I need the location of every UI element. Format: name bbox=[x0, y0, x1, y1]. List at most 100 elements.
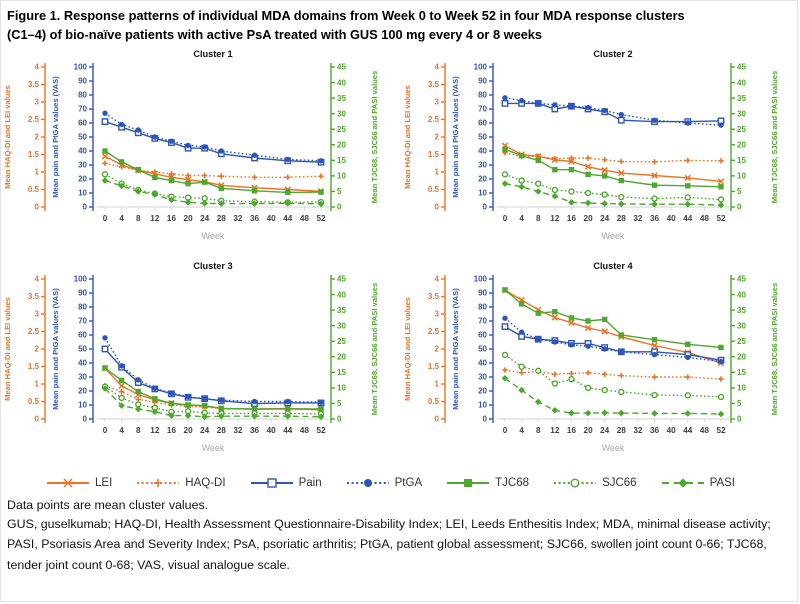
svg-text:40: 40 bbox=[267, 214, 277, 223]
series-pasi bbox=[501, 180, 725, 209]
svg-text:3.5: 3.5 bbox=[28, 293, 40, 302]
svg-text:60: 60 bbox=[78, 331, 87, 340]
svg-text:25: 25 bbox=[337, 125, 346, 134]
svg-text:2: 2 bbox=[35, 133, 40, 142]
series-pasi bbox=[501, 375, 725, 418]
svg-text:Mean pain and PtGA values (VAS: Mean pain and PtGA values (VAS) bbox=[51, 288, 60, 410]
svg-text:90: 90 bbox=[78, 289, 87, 298]
svg-text:30: 30 bbox=[78, 161, 87, 170]
orange-axis: 0 0.5 1 1.5 2 2.5 3 3.5 4 Mean HAQ-DI and LEI val… bbox=[403, 63, 446, 212]
svg-text:1.5: 1.5 bbox=[428, 363, 440, 372]
svg-text:10: 10 bbox=[337, 384, 346, 393]
series-pasi bbox=[101, 385, 325, 421]
svg-text:52: 52 bbox=[316, 214, 326, 223]
svg-text:4: 4 bbox=[35, 275, 40, 284]
green-axis: 0 5 10 15 20 25 30 35 40 45 Mean TJC68, SJC66 and … bbox=[330, 63, 379, 212]
svg-text:24: 24 bbox=[600, 214, 610, 223]
svg-text:10: 10 bbox=[737, 172, 746, 181]
svg-text:Mean TJC68, SJC66 and PASI val: Mean TJC68, SJC66 and PASI values bbox=[370, 283, 379, 415]
svg-text:50: 50 bbox=[78, 133, 87, 142]
svg-text:35: 35 bbox=[337, 94, 346, 103]
svg-text:12: 12 bbox=[150, 214, 160, 223]
cluster-chart-svg: Cluster 3 0 0.5 1 1.5 2 2.5 3 3.5 4 Mean HAQ-DI an… bbox=[3, 261, 379, 453]
svg-text:90: 90 bbox=[78, 77, 87, 86]
svg-text:52: 52 bbox=[316, 426, 326, 435]
svg-text:40: 40 bbox=[667, 214, 677, 223]
svg-text:80: 80 bbox=[478, 91, 487, 100]
svg-text:60: 60 bbox=[478, 331, 487, 340]
svg-text:50: 50 bbox=[478, 345, 487, 354]
svg-text:1.5: 1.5 bbox=[428, 151, 440, 160]
series-tjc68 bbox=[102, 365, 324, 413]
svg-text:12: 12 bbox=[550, 214, 560, 223]
series-pasi bbox=[101, 177, 325, 208]
blue-axis: 0 10 20 30 40 50 60 70 80 90 100 Mean pain and PtGA… bbox=[451, 63, 494, 212]
svg-text:45: 45 bbox=[737, 63, 746, 72]
svg-text:8: 8 bbox=[536, 214, 541, 223]
svg-text:32: 32 bbox=[233, 426, 243, 435]
svg-text:0: 0 bbox=[483, 415, 488, 424]
series-pain bbox=[501, 100, 725, 126]
series-tjc68 bbox=[502, 287, 724, 351]
svg-text:2: 2 bbox=[435, 133, 440, 142]
svg-text:80: 80 bbox=[78, 303, 87, 312]
svg-text:28: 28 bbox=[617, 426, 627, 435]
svg-text:44: 44 bbox=[283, 214, 293, 223]
svg-text:3.5: 3.5 bbox=[428, 81, 440, 90]
svg-text:12: 12 bbox=[150, 426, 160, 435]
series-tjc68 bbox=[502, 147, 724, 190]
figure-title-line2: (C1–4) of bio-naïve patients with active… bbox=[7, 27, 543, 43]
svg-text:80: 80 bbox=[478, 303, 487, 312]
svg-text:0: 0 bbox=[483, 203, 488, 212]
series-sjc66 bbox=[501, 352, 725, 401]
svg-text:Mean TJC68, SJC66 and PASI val: Mean TJC68, SJC66 and PASI values bbox=[770, 283, 779, 415]
svg-text:0: 0 bbox=[435, 415, 440, 424]
svg-text:0: 0 bbox=[503, 426, 508, 435]
svg-text:15: 15 bbox=[337, 368, 346, 377]
svg-text:0: 0 bbox=[435, 203, 440, 212]
svg-text:16: 16 bbox=[167, 426, 177, 435]
svg-text:100: 100 bbox=[74, 63, 88, 72]
svg-text:70: 70 bbox=[478, 105, 487, 114]
svg-text:28: 28 bbox=[217, 214, 227, 223]
svg-text:4: 4 bbox=[119, 426, 124, 435]
svg-text:3.5: 3.5 bbox=[428, 293, 440, 302]
svg-text:30: 30 bbox=[737, 110, 746, 119]
svg-text:25: 25 bbox=[337, 337, 346, 346]
svg-text:Mean pain and PtGA values (VAS: Mean pain and PtGA values (VAS) bbox=[451, 288, 460, 410]
x-axis-label: Week bbox=[202, 231, 225, 241]
svg-text:0: 0 bbox=[103, 214, 108, 223]
svg-text:40: 40 bbox=[737, 79, 746, 88]
legend-label-haq-di: HAQ-DI bbox=[185, 477, 226, 490]
svg-text:20: 20 bbox=[737, 353, 746, 362]
series-pain bbox=[101, 118, 325, 166]
svg-text:30: 30 bbox=[78, 373, 87, 382]
svg-text:4: 4 bbox=[435, 63, 440, 72]
svg-text:15: 15 bbox=[737, 156, 746, 165]
legend-swatch-haq-di bbox=[137, 479, 180, 488]
legend-swatch-lei bbox=[47, 478, 89, 488]
svg-text:10: 10 bbox=[78, 401, 87, 410]
svg-text:0: 0 bbox=[35, 203, 40, 212]
x-axis-label: Week bbox=[202, 443, 225, 453]
svg-text:3: 3 bbox=[435, 98, 440, 107]
svg-text:1: 1 bbox=[35, 168, 40, 177]
svg-text:44: 44 bbox=[683, 426, 693, 435]
svg-text:52: 52 bbox=[716, 214, 726, 223]
svg-text:70: 70 bbox=[78, 105, 87, 114]
svg-text:20: 20 bbox=[478, 175, 487, 184]
green-axis: 0 5 10 15 20 25 30 35 40 45 Mean TJC68, SJC66 and … bbox=[330, 275, 379, 424]
svg-text:4: 4 bbox=[435, 275, 440, 284]
svg-text:28: 28 bbox=[617, 214, 627, 223]
green-axis: 0 5 10 15 20 25 30 35 40 45 Mean TJC68, SJC66 and … bbox=[730, 275, 779, 424]
svg-text:10: 10 bbox=[478, 189, 487, 198]
svg-text:10: 10 bbox=[478, 401, 487, 410]
svg-text:40: 40 bbox=[478, 359, 487, 368]
legend-item-sjc66: SJC66 bbox=[552, 475, 637, 491]
svg-text:36: 36 bbox=[250, 214, 260, 223]
svg-text:25: 25 bbox=[737, 125, 746, 134]
